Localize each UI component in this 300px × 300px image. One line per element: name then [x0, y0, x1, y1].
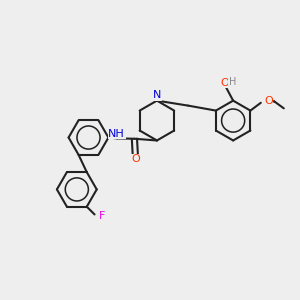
Text: N: N [153, 90, 161, 100]
Text: F: F [98, 211, 105, 221]
Text: O: O [264, 96, 273, 106]
Text: O: O [220, 78, 229, 88]
Text: O: O [131, 154, 140, 164]
Text: NH: NH [108, 128, 125, 139]
Text: H: H [229, 77, 236, 88]
